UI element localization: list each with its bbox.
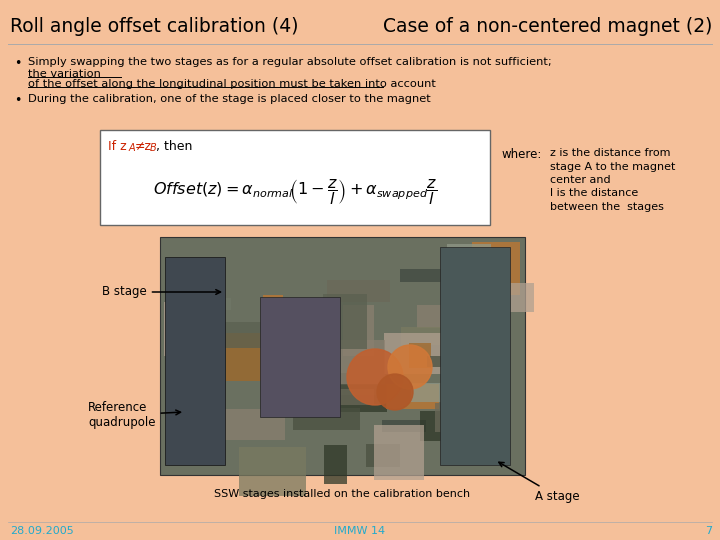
FancyBboxPatch shape (420, 410, 464, 441)
FancyBboxPatch shape (226, 333, 281, 381)
FancyBboxPatch shape (401, 327, 466, 345)
Circle shape (377, 374, 413, 410)
FancyBboxPatch shape (329, 373, 380, 395)
FancyBboxPatch shape (474, 284, 534, 312)
FancyBboxPatch shape (447, 244, 491, 290)
Text: •: • (14, 57, 22, 70)
FancyBboxPatch shape (160, 237, 525, 475)
FancyBboxPatch shape (418, 306, 464, 328)
Text: Simply swapping the two stages as for a regular absolute offset calibration is n: Simply swapping the two stages as for a … (28, 57, 555, 67)
Text: Reference
quadrupole: Reference quadrupole (88, 401, 181, 429)
FancyBboxPatch shape (327, 280, 390, 302)
Text: •: • (14, 94, 22, 107)
Text: of the offset along the longitudinal position must be taken into account: of the offset along the longitudinal pos… (28, 79, 436, 89)
FancyBboxPatch shape (475, 265, 503, 305)
FancyBboxPatch shape (215, 322, 282, 348)
FancyBboxPatch shape (336, 389, 374, 405)
FancyBboxPatch shape (366, 444, 400, 467)
FancyBboxPatch shape (100, 130, 490, 225)
Text: SSW stages installed on the calibration bench: SSW stages installed on the calibration … (215, 489, 471, 499)
Text: A stage: A stage (499, 462, 580, 503)
FancyBboxPatch shape (218, 409, 285, 440)
FancyBboxPatch shape (328, 385, 387, 412)
FancyBboxPatch shape (293, 408, 361, 430)
FancyBboxPatch shape (408, 343, 431, 368)
Text: 28.09.2005: 28.09.2005 (10, 526, 73, 536)
FancyBboxPatch shape (264, 294, 283, 323)
Text: Case of a non-centered magnet (2): Case of a non-centered magnet (2) (382, 17, 712, 36)
Text: B: B (150, 143, 157, 153)
FancyBboxPatch shape (174, 428, 204, 460)
Circle shape (388, 345, 432, 389)
Text: IMMW 14: IMMW 14 (334, 526, 386, 536)
Text: During the calibration, one of the stage is placed closer to the magnet: During the calibration, one of the stage… (28, 94, 431, 104)
Text: , then: , then (156, 140, 192, 153)
Text: 7: 7 (705, 526, 712, 536)
FancyBboxPatch shape (440, 247, 510, 465)
FancyBboxPatch shape (164, 302, 181, 356)
FancyBboxPatch shape (428, 356, 465, 367)
FancyBboxPatch shape (411, 383, 452, 402)
FancyBboxPatch shape (186, 407, 225, 450)
Text: ≠z: ≠z (135, 140, 152, 153)
Text: where:: where: (502, 148, 542, 161)
Text: the variation: the variation (28, 69, 101, 79)
FancyBboxPatch shape (435, 403, 451, 431)
Text: $\mathit{Offset}(z) = \alpha_{\mathit{normal}}\!\left(1-\dfrac{z}{l}\right) + \a: $\mathit{Offset}(z) = \alpha_{\mathit{no… (153, 177, 437, 207)
Text: l is the distance
between the  stages: l is the distance between the stages (550, 188, 664, 212)
FancyBboxPatch shape (384, 333, 441, 374)
FancyBboxPatch shape (260, 297, 340, 417)
FancyBboxPatch shape (400, 269, 451, 282)
FancyBboxPatch shape (343, 305, 374, 356)
Circle shape (347, 349, 403, 405)
Text: If z: If z (108, 140, 127, 153)
FancyBboxPatch shape (165, 257, 225, 465)
FancyBboxPatch shape (374, 425, 424, 480)
Text: B stage: B stage (102, 286, 220, 299)
FancyBboxPatch shape (323, 294, 367, 349)
FancyBboxPatch shape (386, 383, 439, 409)
FancyBboxPatch shape (324, 445, 348, 484)
FancyBboxPatch shape (382, 420, 426, 431)
FancyBboxPatch shape (318, 340, 385, 383)
FancyBboxPatch shape (239, 447, 306, 496)
FancyBboxPatch shape (472, 242, 520, 295)
FancyBboxPatch shape (172, 299, 231, 310)
Text: A: A (129, 143, 135, 153)
Text: z is the distance from
stage A to the magnet
center and: z is the distance from stage A to the ma… (550, 148, 675, 185)
Text: Roll angle offset calibration (4): Roll angle offset calibration (4) (10, 17, 299, 36)
